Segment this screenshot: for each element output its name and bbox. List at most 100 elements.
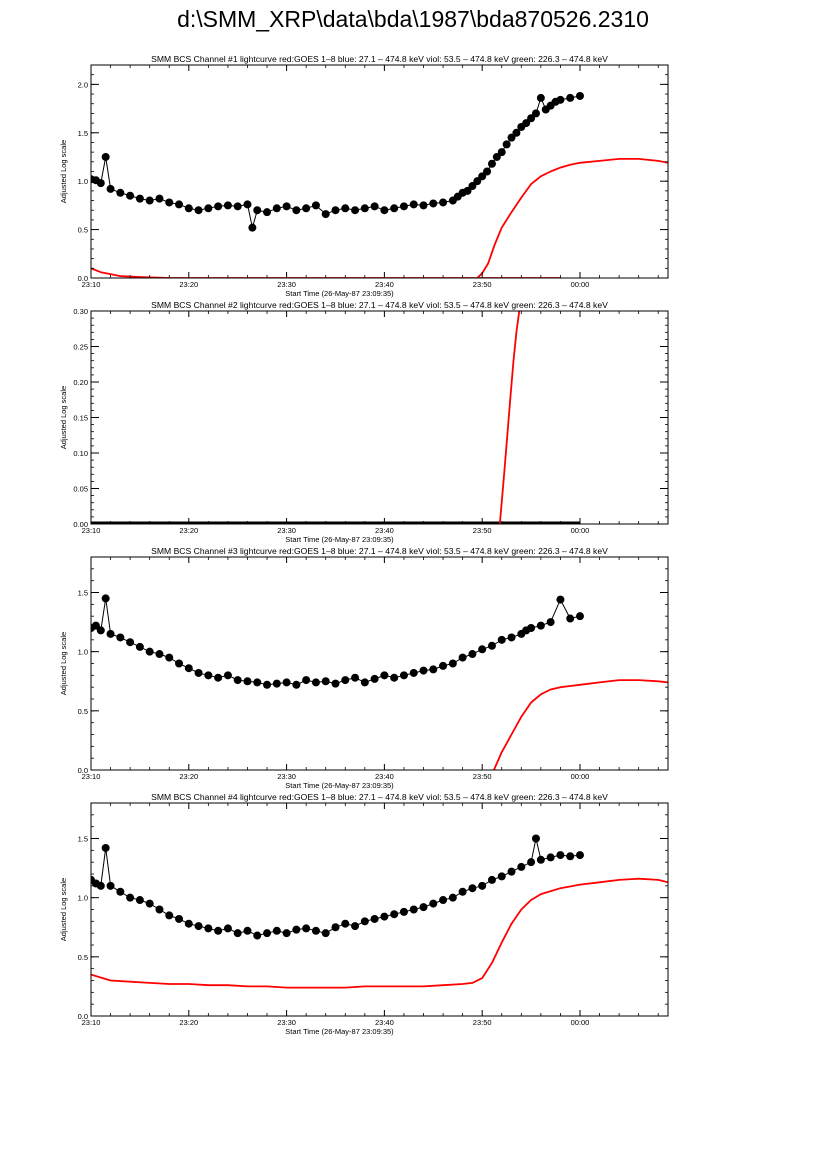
- data-point: [575, 91, 584, 100]
- data-point: [263, 680, 272, 689]
- x-tick-label: 23:30: [277, 280, 296, 289]
- data-point: [223, 924, 232, 933]
- data-point: [214, 926, 223, 935]
- data-point: [116, 188, 125, 197]
- data-point: [263, 929, 272, 938]
- x-tick-label: 23:50: [473, 526, 492, 535]
- data-point: [223, 201, 232, 210]
- plot-frame: [90, 310, 669, 525]
- data-point: [106, 629, 115, 638]
- data-point: [145, 899, 154, 908]
- data-point: [311, 926, 320, 935]
- x-tick-label: 23:40: [375, 280, 394, 289]
- data-point: [272, 926, 281, 935]
- data-point: [194, 668, 203, 677]
- data-point: [233, 676, 242, 685]
- data-point: [253, 678, 262, 687]
- data-point: [487, 875, 496, 884]
- x-tick-label: 23:10: [82, 280, 101, 289]
- x-tick-label: 23:20: [179, 526, 198, 535]
- data-point: [331, 206, 340, 215]
- y-axis-label: Adjusted Log scale: [59, 632, 68, 695]
- data-point: [341, 676, 350, 685]
- y-tick-label: 0.20: [73, 378, 88, 387]
- data-point: [331, 679, 340, 688]
- data-point: [351, 206, 360, 215]
- chart-panel-3: SMM BCS Channel #3 lightcurve red:GOES 1…: [59, 546, 669, 790]
- data-point: [522, 119, 531, 128]
- y-tick-label: 0.10: [73, 449, 88, 458]
- x-tick-label: 23:20: [179, 1018, 198, 1027]
- series-line-1: [493, 679, 668, 770]
- data-point: [184, 664, 193, 673]
- x-axis-label: Start Time (26-May-87 23:09:35): [285, 1027, 394, 1036]
- y-tick-label: 0.00: [73, 520, 88, 529]
- data-point: [527, 624, 536, 632]
- data-point: [292, 206, 301, 215]
- data-point: [184, 919, 193, 928]
- data-point: [419, 201, 428, 210]
- data-point: [223, 671, 232, 680]
- x-tick-label: 23:50: [473, 1018, 492, 1027]
- data-point: [556, 595, 565, 604]
- data-point: [175, 200, 184, 209]
- data-point: [184, 204, 193, 213]
- y-tick-label: 1.0: [78, 177, 88, 186]
- data-point: [527, 114, 536, 123]
- y-tick-label: 1.5: [78, 589, 88, 598]
- data-point: [370, 914, 379, 923]
- data-point: [448, 893, 457, 902]
- page-title: d:\SMM_XRP\data\bda\1987\bda870526.2310: [177, 6, 649, 32]
- y-tick-label: 0.5: [78, 953, 88, 962]
- data-point: [370, 674, 379, 683]
- data-point: [194, 922, 203, 931]
- series-line-2: [91, 838, 581, 937]
- data-point: [101, 843, 110, 852]
- data-point: [419, 903, 428, 912]
- series-line-1: [91, 157, 668, 278]
- data-point: [243, 677, 252, 686]
- data-point: [341, 204, 350, 213]
- y-tick-label: 1.5: [78, 835, 88, 844]
- data-point: [448, 659, 457, 668]
- data-point: [419, 666, 428, 675]
- data-point: [233, 929, 242, 938]
- data-point: [126, 638, 135, 647]
- data-point: [439, 896, 448, 905]
- data-point: [341, 919, 350, 928]
- data-point: [175, 914, 184, 923]
- y-tick-label: 2.0: [78, 80, 88, 89]
- y-tick-label: 1.0: [78, 648, 88, 657]
- data-point: [409, 200, 418, 209]
- chart-panel-2: SMM BCS Channel #2 lightcurve red:GOES 1…: [59, 300, 669, 544]
- x-axis-label: Start Time (26-May-87 23:09:35): [285, 289, 394, 298]
- data-point: [566, 614, 575, 623]
- x-tick-label: 23:40: [375, 1018, 394, 1027]
- y-tick-label: 0.5: [78, 226, 88, 235]
- data-point: [497, 635, 506, 644]
- data-point: [468, 884, 477, 893]
- data-point: [380, 206, 389, 215]
- data-point: [556, 95, 565, 104]
- data-point: [507, 867, 516, 876]
- data-point: [390, 673, 399, 682]
- data-point: [546, 618, 555, 627]
- x-tick-label: 23:10: [82, 1018, 101, 1027]
- data-point: [282, 929, 291, 938]
- data-point: [478, 645, 487, 654]
- data-point: [527, 858, 536, 867]
- data-point: [468, 650, 477, 659]
- data-point: [360, 204, 369, 213]
- data-point: [302, 924, 311, 933]
- data-point: [116, 887, 125, 896]
- data-point: [116, 633, 125, 642]
- data-point: [126, 893, 135, 902]
- data-point: [135, 194, 144, 203]
- x-tick-label: 00:00: [571, 280, 590, 289]
- x-tick-label: 00:00: [571, 526, 590, 535]
- data-point: [458, 653, 467, 662]
- chart-title: SMM BCS Channel #2 lightcurve red:GOES 1…: [151, 300, 608, 310]
- data-point: [302, 676, 311, 685]
- data-point: [263, 208, 272, 217]
- data-point: [531, 109, 540, 118]
